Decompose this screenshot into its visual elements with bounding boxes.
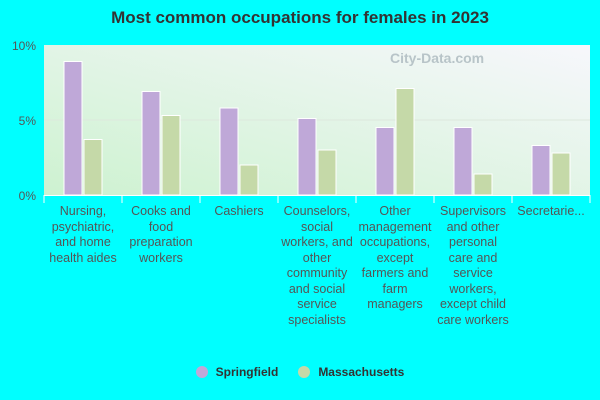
bar-massachusetts[interactable] — [551, 152, 571, 196]
bar-springfield[interactable] — [531, 145, 551, 196]
bar-springfield[interactable] — [63, 61, 83, 196]
y-tick-label: 5% — [19, 114, 37, 128]
bar-massachusetts[interactable] — [473, 173, 493, 196]
watermark: City-Data.com — [390, 50, 485, 66]
x-tick-label: Secretarie... — [517, 204, 585, 218]
legend-swatch — [195, 366, 208, 378]
x-tick-label: Supervisors and other personal care and … — [437, 204, 509, 327]
x-tick-label: Nursing, psychiatric, and home health ai… — [49, 204, 117, 265]
legend-item[interactable]: Springfield — [195, 365, 279, 379]
x-tick-label: Cashiers — [214, 204, 264, 218]
bar-massachusetts[interactable] — [395, 88, 415, 196]
bar-massachusetts[interactable] — [317, 149, 337, 196]
bar-massachusetts[interactable] — [239, 164, 259, 196]
legend: Springfield Massachusetts — [0, 365, 600, 381]
bar-massachusetts[interactable] — [83, 139, 103, 196]
legend-label: Springfield — [215, 365, 279, 379]
legend-item[interactable]: Massachusetts — [298, 365, 404, 379]
chart-title: Most common occupations for females in 2… — [111, 8, 489, 27]
bar-springfield[interactable] — [375, 127, 395, 196]
y-tick-label: 10% — [12, 39, 36, 53]
bar-springfield[interactable] — [219, 107, 239, 196]
bar-springfield[interactable] — [297, 118, 317, 196]
legend-label: Massachusetts — [318, 365, 405, 379]
bar-springfield[interactable] — [141, 91, 161, 196]
y-tick-label: 0% — [19, 189, 37, 203]
x-tick-label: Counselors, social workers, and other co… — [281, 204, 353, 327]
bar-springfield[interactable] — [453, 127, 473, 196]
x-tick-label: Other management occupations, except far… — [358, 204, 432, 311]
legend-swatch — [298, 366, 311, 378]
bar-massachusetts[interactable] — [161, 115, 181, 196]
x-tick-label: Cooks and food preparation workers — [129, 204, 193, 265]
